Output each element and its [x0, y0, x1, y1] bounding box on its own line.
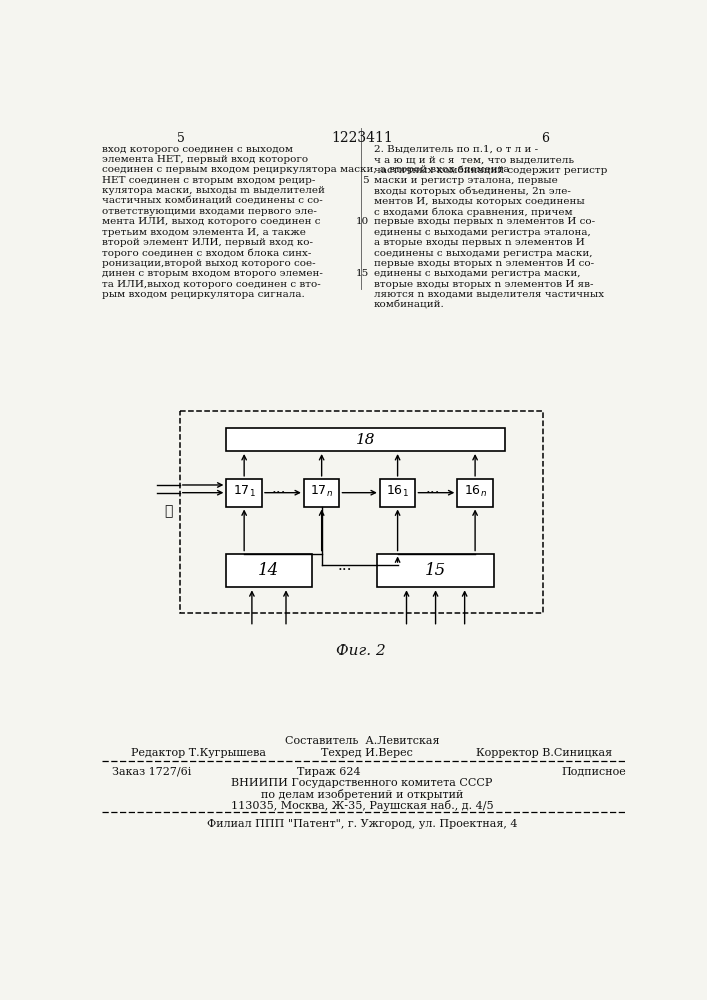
Text: единены с выходами регистра маски,: единены с выходами регистра маски, — [373, 269, 580, 278]
Bar — [226, 479, 262, 507]
Text: вход которого соединен с выходом: вход которого соединен с выходом — [103, 145, 293, 154]
Text: Филиал ППП "Патент", г. Ужгород, ул. Проектная, 4: Филиал ППП "Патент", г. Ужгород, ул. Про… — [206, 819, 518, 829]
Text: Подписное: Подписное — [561, 767, 626, 777]
Text: та ИЛИ,выход которого соединен с вто-: та ИЛИ,выход которого соединен с вто- — [103, 280, 321, 289]
Text: 6: 6 — [542, 132, 549, 145]
Text: мента ИЛИ, выход которого соединен с: мента ИЛИ, выход которого соединен с — [103, 217, 321, 226]
Text: $16_1$: $16_1$ — [386, 484, 409, 499]
Text: первые входы вторых n элементов И со-: первые входы вторых n элементов И со- — [373, 259, 594, 268]
Text: единены с выходами регистра эталона,: единены с выходами регистра эталона, — [373, 228, 590, 237]
Text: $16_n$: $16_n$ — [464, 484, 486, 499]
Bar — [180, 411, 542, 613]
Text: вторые входы вторых n элементов И яв-: вторые входы вторых n элементов И яв- — [373, 280, 593, 289]
Text: первые входы первых n элементов И со-: первые входы первых n элементов И со- — [373, 217, 595, 226]
Text: Техред И.Верес: Техред И.Верес — [321, 748, 413, 758]
Text: $17_1$: $17_1$ — [233, 484, 255, 499]
Text: динен с вторым входом второго элемен-: динен с вторым входом второго элемен- — [103, 269, 323, 278]
Text: входы которых объединены, 2n эле-: входы которых объединены, 2n эле- — [373, 186, 571, 196]
Text: 18: 18 — [356, 433, 375, 447]
Text: соединены с выходами регистра маски,: соединены с выходами регистра маски, — [373, 249, 592, 258]
Text: маски и регистр эталона, первые: маски и регистр эталона, первые — [373, 176, 557, 185]
Text: ВНИИПИ Государственного комитета СССР: ВНИИПИ Государственного комитета СССР — [231, 778, 493, 788]
Text: 15: 15 — [425, 562, 446, 579]
Text: ч а ю щ и й с я  тем, что выделитель: ч а ю щ и й с я тем, что выделитель — [373, 155, 573, 164]
Text: частичных комбинаций соединены с со-: частичных комбинаций соединены с со- — [103, 197, 323, 206]
Text: Фиг. 2: Фиг. 2 — [337, 644, 386, 658]
Text: с входами блока сравнения, причем: с входами блока сравнения, причем — [373, 207, 572, 217]
Text: 5: 5 — [362, 176, 369, 185]
Text: ронизации,второй выход которого сое-: ронизации,второй выход которого сое- — [103, 259, 316, 268]
Text: 2. Выделитель по п.1, о т л и -: 2. Выделитель по п.1, о т л и - — [373, 145, 538, 154]
Text: частичных комбинаций содержит регистр: частичных комбинаций содержит регистр — [373, 165, 607, 175]
Bar — [378, 554, 493, 587]
Bar — [226, 554, 312, 587]
Text: 14: 14 — [258, 562, 279, 579]
Text: третьим входом элемента И, а также: третьим входом элемента И, а также — [103, 228, 306, 237]
Text: ответствующими входами первого эле-: ответствующими входами первого эле- — [103, 207, 317, 216]
Text: кулятора маски, выходы m выделителей: кулятора маски, выходы m выделителей — [103, 186, 325, 195]
Text: ⋮: ⋮ — [164, 504, 173, 518]
Bar — [457, 479, 493, 507]
Bar — [304, 479, 339, 507]
Text: ляются n входами выделителя частичных: ляются n входами выделителя частичных — [373, 290, 604, 299]
Text: Корректор В.Синицкая: Корректор В.Синицкая — [476, 748, 612, 758]
Text: элемента НЕТ, первый вход которого: элемента НЕТ, первый вход которого — [103, 155, 308, 164]
Text: $17_n$: $17_n$ — [310, 484, 333, 499]
Text: ментов И, выходы которых соединены: ментов И, выходы которых соединены — [373, 197, 584, 206]
Text: НЕТ соединен с вторым входом рецир-: НЕТ соединен с вторым входом рецир- — [103, 176, 316, 185]
Text: рым входом рециркулятора сигнала.: рым входом рециркулятора сигнала. — [103, 290, 305, 299]
Text: 1223411: 1223411 — [331, 131, 393, 145]
Text: соединен с первым входом рециркулятора маски, а второй вход элемента: соединен с первым входом рециркулятора м… — [103, 165, 510, 174]
Text: 113035, Москва, Ж-35, Раушская наб., д. 4/5: 113035, Москва, Ж-35, Раушская наб., д. … — [230, 800, 493, 811]
Text: а вторые входы первых n элементов И: а вторые входы первых n элементов И — [373, 238, 584, 247]
Text: Тираж 624: Тираж 624 — [297, 767, 361, 777]
Bar — [226, 428, 506, 451]
Text: 5: 5 — [177, 132, 185, 145]
Text: 10: 10 — [356, 217, 369, 226]
Text: Заказ 1727/6і: Заказ 1727/6і — [112, 767, 191, 777]
Text: ···: ··· — [425, 486, 440, 500]
Bar — [380, 479, 416, 507]
Text: торого соединен с входом блока синх-: торого соединен с входом блока синх- — [103, 249, 312, 258]
Text: ···: ··· — [337, 563, 352, 577]
Text: комбинаций.: комбинаций. — [373, 301, 444, 310]
Text: по делам изобретений и открытий: по делам изобретений и открытий — [261, 789, 463, 800]
Text: ···: ··· — [271, 486, 286, 500]
Text: Составитель  А.Левитская: Составитель А.Левитская — [285, 736, 439, 746]
Text: второй элемент ИЛИ, первый вход ко-: второй элемент ИЛИ, первый вход ко- — [103, 238, 313, 247]
Text: 15: 15 — [356, 269, 369, 278]
Text: Редактор Т.Кугрышева: Редактор Т.Кугрышева — [131, 748, 266, 758]
